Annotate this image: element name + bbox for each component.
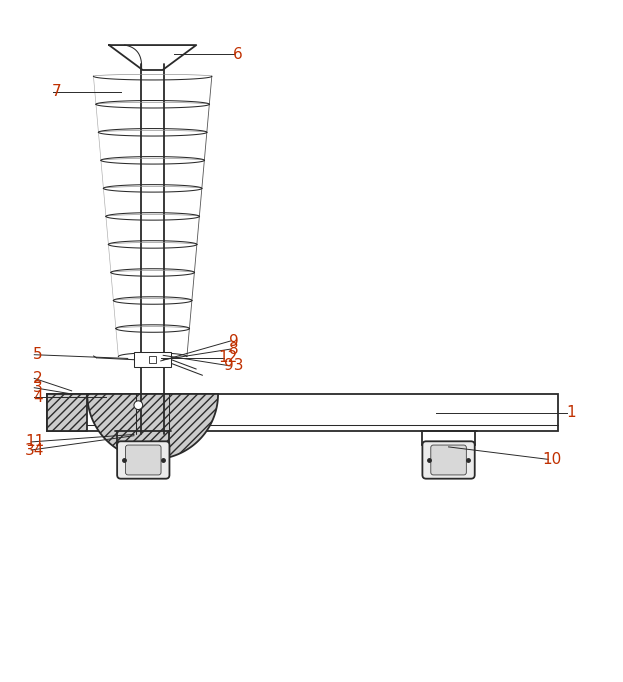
FancyBboxPatch shape	[431, 445, 466, 475]
Text: 4: 4	[33, 389, 43, 404]
FancyBboxPatch shape	[117, 441, 169, 479]
Text: 11: 11	[26, 434, 44, 449]
Text: 8: 8	[229, 342, 239, 357]
Text: 3: 3	[33, 381, 43, 396]
Text: 1: 1	[566, 405, 576, 420]
Text: 2: 2	[33, 371, 43, 386]
Text: 93: 93	[224, 359, 244, 374]
Polygon shape	[87, 394, 218, 460]
Text: 12: 12	[219, 351, 237, 366]
Bar	[47, 394, 87, 431]
Text: 5: 5	[33, 347, 43, 362]
Bar	[47, 394, 558, 431]
Text: 7: 7	[52, 85, 62, 100]
Text: 9: 9	[229, 333, 239, 349]
FancyBboxPatch shape	[126, 445, 161, 475]
Text: 6: 6	[232, 47, 242, 62]
Circle shape	[134, 401, 143, 409]
Text: 10: 10	[543, 452, 561, 467]
Text: 34: 34	[25, 443, 45, 458]
Bar	[134, 352, 171, 367]
Bar	[149, 356, 156, 364]
FancyBboxPatch shape	[422, 441, 475, 479]
